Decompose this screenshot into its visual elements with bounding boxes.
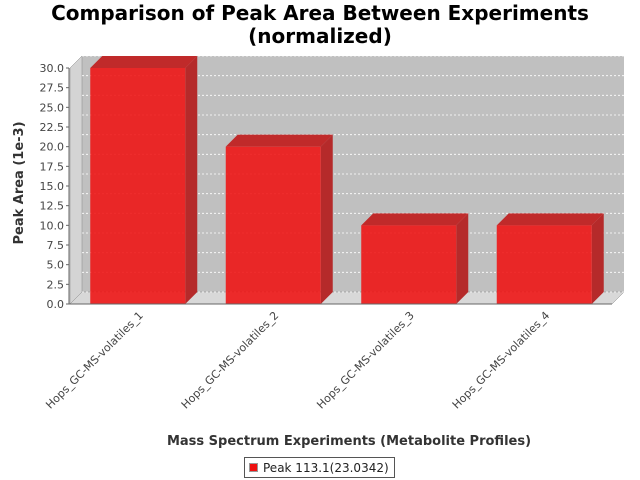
- y-tick-label: 30.0: [40, 62, 65, 75]
- bar-top: [225, 134, 333, 147]
- y-tick-label: 2.5: [47, 278, 65, 291]
- plot-background: [70, 56, 624, 304]
- plot-left-wall: [69, 55, 83, 305]
- legend: Peak 113.1(23.0342): [244, 457, 395, 478]
- x-tick-label: Hops_GC-MS-volatiles_3: [314, 309, 417, 412]
- y-tick-label: 20.0: [40, 141, 65, 154]
- bar-side: [320, 134, 333, 304]
- y-tick-label: 17.5: [40, 160, 65, 173]
- y-tick-label: 5.0: [47, 259, 65, 272]
- bar-side: [456, 213, 469, 304]
- bar-side: [185, 56, 198, 304]
- y-tick-label: 0.0: [47, 298, 65, 311]
- bar-side: [591, 213, 604, 304]
- chart-title-line1: Comparison of Peak Area Between Experime…: [51, 1, 589, 25]
- bar-top: [361, 213, 469, 226]
- bar: [90, 56, 198, 304]
- bar-top: [496, 213, 604, 226]
- y-axis-label: Peak Area (1e-3): [12, 121, 27, 244]
- bar: [361, 213, 469, 304]
- chart-title: Comparison of Peak Area Between Experime…: [0, 2, 640, 48]
- y-tick-label: 10.0: [40, 219, 65, 232]
- bars: [90, 56, 604, 304]
- x-tick-label: Hops_GC-MS-volatiles_2: [179, 309, 282, 412]
- y-tick-label: 25.0: [40, 101, 65, 114]
- bar-top: [90, 56, 198, 68]
- bar-front: [225, 146, 321, 304]
- y-tick-label: 27.5: [40, 82, 65, 95]
- y-tick-label: 12.5: [40, 200, 65, 213]
- bar: [496, 213, 604, 304]
- bar-front: [90, 68, 186, 304]
- bar-front: [361, 225, 457, 304]
- x-axis-label: Mass Spectrum Experiments (Metabolite Pr…: [167, 434, 531, 449]
- x-tick-label: Hops_GC-MS-volatiles_4: [450, 309, 553, 412]
- y-tick-label: 7.5: [47, 239, 65, 252]
- legend-label: Peak 113.1(23.0342): [263, 460, 389, 475]
- y-tick-label: 22.5: [40, 121, 65, 134]
- plot-area: [69, 55, 625, 305]
- legend-swatch: [249, 463, 258, 472]
- bar-front: [496, 225, 592, 304]
- x-tick-label: Hops_GC-MS-volatiles_1: [43, 309, 146, 412]
- bar: [225, 134, 333, 304]
- y-tick-label: 15.0: [40, 180, 65, 193]
- chart-title-line2: (normalized): [248, 24, 392, 48]
